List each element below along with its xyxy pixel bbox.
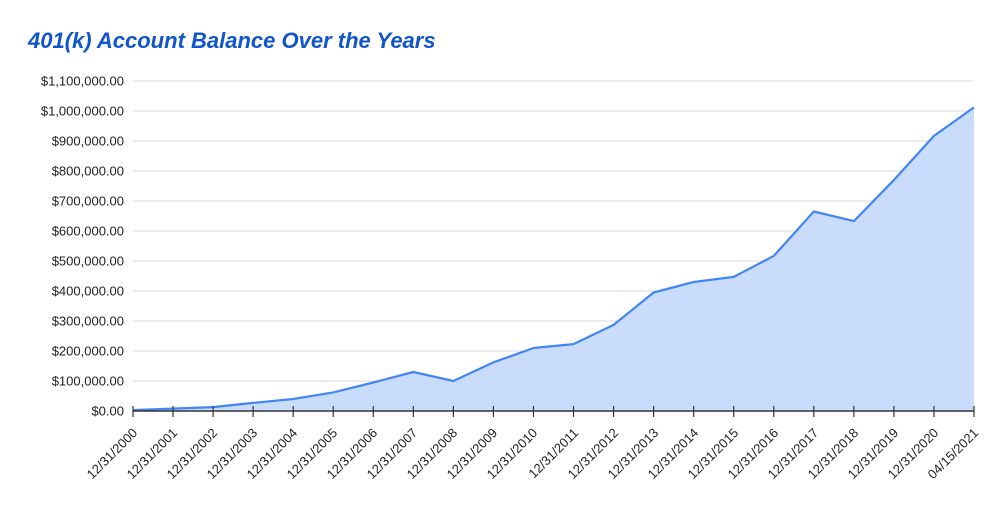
chart-title: 401(k) Account Balance Over the Years [28, 28, 436, 53]
x-axis [132, 406, 975, 417]
y-tick-label: $1,000,000.00 [40, 103, 124, 119]
y-tick-label: $400,000.00 [51, 283, 124, 299]
y-tick-label: $100,000.00 [51, 373, 124, 389]
y-tick-label: $800,000.00 [51, 163, 124, 179]
y-tick-label: $200,000.00 [51, 343, 124, 359]
y-tick-label: $1,100,000.00 [40, 73, 124, 89]
y-tick-label: $500,000.00 [51, 253, 124, 269]
y-tick-label: $600,000.00 [51, 223, 124, 239]
area-fill [133, 107, 974, 412]
y-tick-label: $900,000.00 [51, 133, 124, 149]
y-tick-label: $700,000.00 [51, 193, 124, 209]
y-tick-label: $0.00 [91, 403, 124, 419]
y-tick-label: $300,000.00 [51, 313, 124, 329]
data-line [132, 106, 975, 412]
